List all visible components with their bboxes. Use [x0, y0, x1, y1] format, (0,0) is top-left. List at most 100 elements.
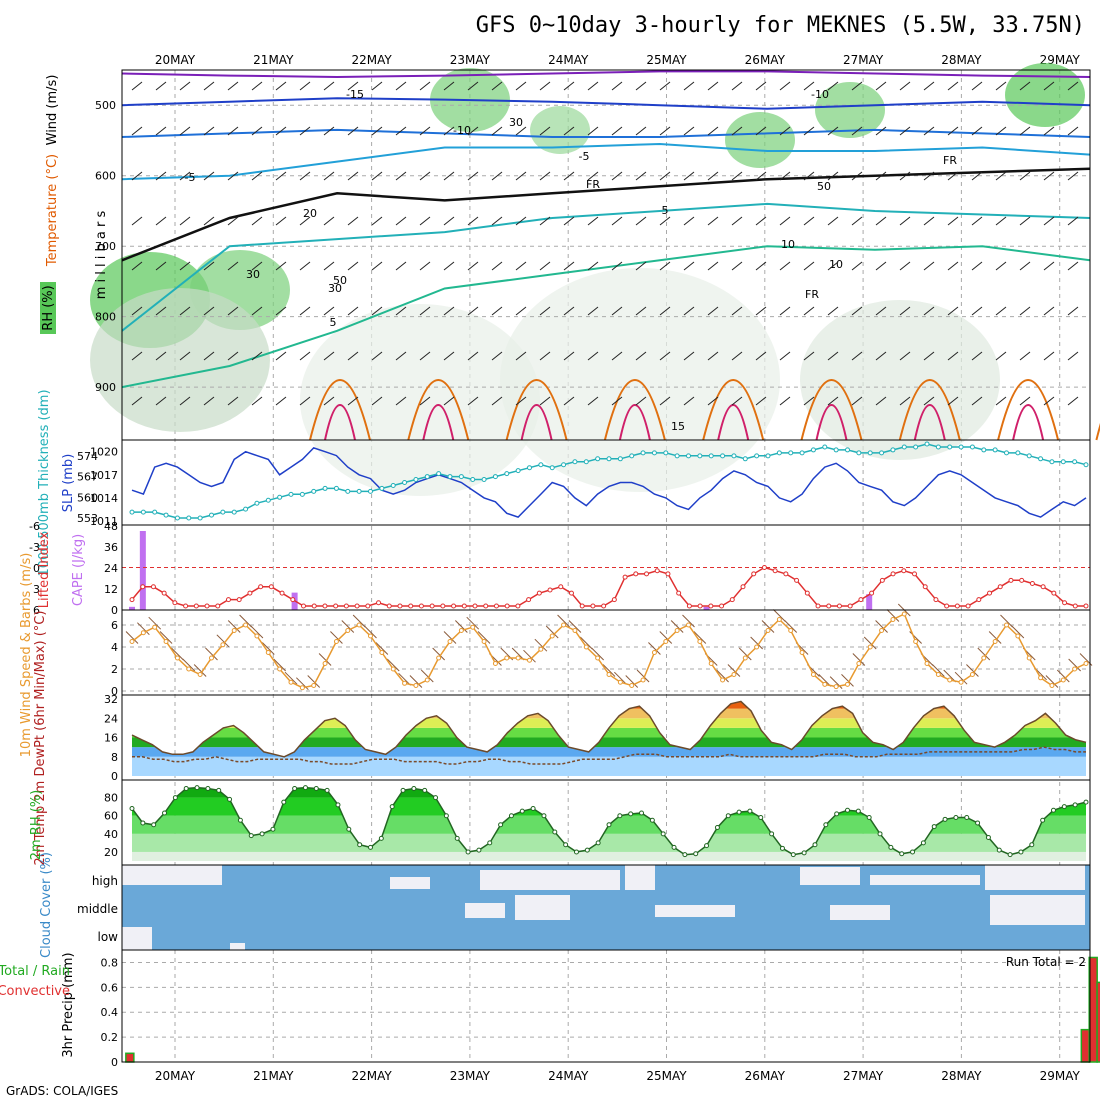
rh-patch: [530, 106, 590, 154]
wind-speed-series-point: [969, 672, 975, 677]
wind-barb: [131, 81, 143, 91]
wind-barb: [515, 216, 527, 226]
wind-barb: [467, 351, 479, 361]
isotherm-line: [815, 404, 848, 441]
rh-series-point: [302, 785, 308, 791]
lifted-index-series-point: [258, 584, 264, 590]
wind-barb: [899, 396, 911, 406]
wind-barb: [803, 216, 815, 226]
lifted-index-series-point: [365, 603, 371, 609]
wind-barb: [539, 396, 551, 406]
wind-speed-series-point: [140, 630, 146, 636]
wind-barb: [491, 351, 503, 361]
wind-barb: [875, 81, 887, 91]
rh-series: 20 40 60 80 2m RH (%): [29, 779, 1091, 866]
cape-bar: [129, 606, 135, 610]
lifted-index-series-point: [622, 574, 628, 580]
wind-barb: [779, 171, 791, 181]
lifted-index-series-point: [869, 590, 875, 596]
surface-wind-barb: [591, 647, 604, 661]
wind-barb: [251, 81, 263, 91]
wind-barb: [491, 126, 503, 136]
surface-wind-barb: [1000, 614, 1013, 628]
surface-wind-barb: [659, 631, 673, 644]
wind-barb: [275, 306, 287, 316]
wind-barb: [995, 126, 1007, 136]
wind-barb: [419, 171, 431, 181]
contour-label: 10: [781, 238, 795, 251]
wind-barb: [419, 396, 431, 406]
lifted-index-series-point: [333, 603, 339, 609]
wind-barb: [539, 126, 551, 136]
wind-barb: [155, 216, 167, 226]
surface-wind-barb: [375, 642, 389, 655]
wind-barb: [1043, 216, 1055, 226]
rh-series-point: [270, 826, 276, 832]
wind-speed-series-point: [504, 655, 510, 661]
lifted-index-series-point: [633, 571, 639, 577]
footer-credit: GrADS: COLA/IGES: [6, 1084, 118, 1098]
chart-title: GFS 0~10day 3-hourly for MEKNES (5.5W, 3…: [476, 13, 1085, 38]
wind-barb: [275, 216, 287, 226]
wind-speed-series-point: [209, 655, 214, 661]
thickness-series-point: [765, 453, 771, 459]
wind-speed-series-point: [561, 622, 567, 628]
thickness-series-point: [686, 453, 691, 459]
lifted-index-series-line: [131, 566, 1086, 607]
wind-barb: [347, 261, 359, 271]
surface-wind-barb: [727, 664, 741, 677]
thickness-series-point: [867, 450, 873, 456]
wind-barb: [371, 351, 383, 361]
thickness-series-point: [515, 468, 521, 474]
lifted-index-series-point: [1040, 584, 1046, 590]
cloud-clear-patch: [465, 903, 505, 918]
surface-wind-barb: [636, 669, 650, 683]
thickness-series-point: [413, 477, 419, 483]
surface-wind-barb: [205, 647, 218, 661]
wind-barb: [731, 351, 743, 361]
thickness-series-point: [776, 450, 782, 456]
isotherm-line: [618, 404, 651, 441]
contour-label: 10: [829, 258, 843, 271]
wind-tick: 6: [111, 619, 118, 632]
wind-speed-series-point: [277, 666, 283, 672]
wind-barb: [131, 261, 143, 271]
rh-series-point: [1040, 817, 1046, 823]
lifted-index-series-point: [150, 584, 156, 590]
wind-speed-series-point: [583, 644, 589, 650]
wind-barb: [995, 306, 1007, 316]
lifted-index-series-point: [451, 603, 457, 609]
surface-wind-barb: [784, 620, 798, 633]
wind-speed-series-point: [254, 633, 260, 639]
surface-wind-barb: [182, 658, 196, 672]
wind-barb: [971, 396, 983, 406]
wind-barb: [995, 261, 1007, 271]
thickness-series-point: [651, 450, 657, 456]
wind-barb: [779, 81, 791, 91]
contour-label: 30: [509, 116, 523, 129]
thickness-series-point: [822, 444, 828, 450]
wind-barb: [443, 126, 455, 136]
rh-series-point: [313, 786, 319, 792]
wind-barb: [899, 171, 911, 181]
wind-barb: [443, 396, 455, 406]
rh-series-point: [324, 787, 330, 793]
surface-wind-barb: [738, 647, 752, 661]
wind-speed-series-point: [913, 639, 919, 644]
isotherm-line: [121, 97, 1091, 110]
wind-barb: [419, 81, 431, 91]
temperature-band: [132, 756, 1086, 776]
wind-barb: [779, 126, 791, 136]
surface-wind-barb: [773, 609, 786, 622]
thickness-series-point: [265, 497, 271, 503]
wind-barb: [947, 351, 959, 361]
wind-barb: [371, 306, 383, 316]
thickness-series-point: [129, 509, 135, 515]
wind-speed-series-point: [356, 622, 362, 628]
rh-series-point: [866, 815, 872, 821]
rh-patch: [800, 300, 1000, 460]
contour-label: -10: [453, 124, 471, 137]
date-label-bottom: 24MAY: [548, 1069, 589, 1083]
wind-barb: [707, 81, 719, 91]
wind-barb: [419, 306, 431, 316]
